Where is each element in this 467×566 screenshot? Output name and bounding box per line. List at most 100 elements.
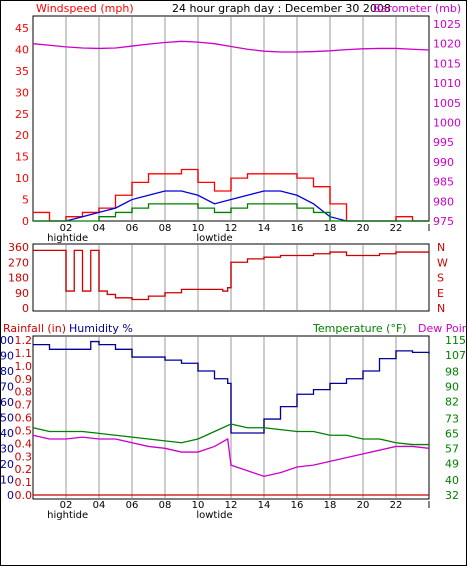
hour-tick-label: 20: [357, 500, 370, 511]
humidity-tick-label: 50: [1, 412, 14, 425]
rain-tick-label: 1.0: [15, 360, 33, 373]
temperature-tick-label: 40: [445, 474, 459, 487]
barometer-series: [32, 40, 430, 53]
barometer-tick-label: 1010: [433, 77, 461, 90]
rain-tick-label: 1.2: [15, 334, 33, 347]
tide-label: lowtide: [196, 233, 232, 244]
compass-tick-label: W: [437, 256, 448, 269]
temperature-tick-label: 115: [445, 334, 466, 347]
hour-tick-label: 16: [291, 223, 304, 234]
barometer-axis-title: Barometer (mb): [373, 2, 461, 15]
rain-tick-label: 1.1: [15, 347, 33, 360]
compass-tick-label: S: [437, 272, 444, 285]
hour-tick-label: 02: [60, 500, 73, 511]
compass-tick-label: N: [437, 302, 445, 315]
humidity-axis-title: Humidity %: [69, 322, 133, 335]
dewpoint-axis-title: Dew Point: [418, 322, 467, 335]
windspeed-tick-label: 15: [15, 151, 29, 164]
temperature-tick-label: 98: [445, 366, 459, 379]
rain-tick-label: 0.0: [15, 489, 33, 502]
rain-tick-label: 0.5: [15, 424, 33, 437]
barometer-tick-label: 1020: [433, 38, 461, 51]
windspeed-tick-label: 35: [15, 65, 29, 78]
speed-series: [33, 203, 429, 222]
rain-tick-label: 0.1: [15, 476, 33, 489]
humidity-series: [33, 340, 430, 434]
hour-tick-label: 08: [159, 500, 172, 511]
hour-tick-label: 18: [324, 223, 337, 234]
humidity-tick-label: 0: [7, 489, 14, 502]
windspeed-tick-label: 40: [15, 43, 29, 56]
hour-tick-label: 22: [390, 500, 403, 511]
humidity-tick-label: 80: [1, 365, 14, 378]
tide-label: hightide: [47, 233, 88, 244]
barometer-tick-label: 990: [433, 156, 454, 169]
rain-tick-label: 0.3: [15, 450, 33, 463]
barometer-tick-label: 1015: [433, 57, 461, 70]
tide-label: hightide: [47, 510, 88, 521]
series-lines: [32, 40, 430, 496]
temperature-tick-label: 65: [445, 427, 459, 440]
hour-tick-label: 12: [225, 223, 238, 234]
temperature-axis-title: Temperature (°F): [312, 322, 407, 335]
barometer-tick-label: 1000: [433, 117, 461, 130]
hour-tick-label: I: [428, 223, 431, 234]
windspeed-tick-label: 30: [15, 86, 29, 99]
rainfall-axis-title: Rainfall (in): [3, 322, 66, 335]
barometer-tick-label: 975: [433, 215, 454, 228]
rain-tick-label: 0.7: [15, 399, 33, 412]
rain-tick-label: 0.8: [15, 386, 33, 399]
chart-title: 24 hour graph day : December 30 2008: [172, 2, 391, 15]
hour-tick-label: 04: [93, 223, 106, 234]
direction-tick-label: 360: [8, 241, 29, 254]
windspeed-tick-label: 10: [15, 172, 29, 185]
hour-tick-label: 02: [60, 223, 73, 234]
hour-tick-label: 06: [126, 223, 139, 234]
rain-tick-label: 0.4: [15, 437, 33, 450]
direction-tick-label: 0: [22, 302, 29, 315]
hour-tick-label: 20: [357, 223, 370, 234]
rain-tick-label: 0.2: [15, 463, 33, 476]
direction-tick-label: 90: [15, 287, 29, 300]
tide-label: lowtide: [196, 510, 232, 521]
hour-tick-label: I: [428, 500, 431, 511]
temperature-tick-label: 90: [445, 381, 459, 394]
hour-tick-label: 12: [225, 500, 238, 511]
hour-tick-label: 22: [390, 223, 403, 234]
hour-tick-label: 10: [192, 223, 205, 234]
temperature-tick-label: 107: [445, 349, 466, 362]
humidity-tick-label: 10: [1, 474, 14, 487]
hour-tick-label: 06: [126, 500, 139, 511]
hour-tick-label: 16: [291, 500, 304, 511]
temperature-tick-label: 73: [445, 412, 459, 425]
rain-tick-label: 0.9: [15, 373, 33, 386]
windspeed-tick-label: 45: [15, 22, 29, 35]
windspeed-tick-label: 5: [22, 194, 29, 207]
axes: 02 04 06 08 10 12 14 16 18 20 22 I 02 04 06 08 10 12 14 16 1…: [1, 18, 466, 521]
hour-tick-label: 18: [324, 500, 337, 511]
compass-tick-label: E: [437, 287, 444, 300]
compass-tick-label: N: [437, 241, 445, 254]
direction-tick-label: 270: [8, 256, 29, 269]
windspeed-axis-title: Windspeed (mph): [36, 2, 134, 15]
barometer-tick-label: 1025: [433, 18, 461, 31]
hour-tick-label: 14: [258, 223, 271, 234]
temperature-tick-label: 57: [445, 442, 459, 455]
hour-tick-label: 14: [258, 500, 271, 511]
humidity-tick-label: 30: [1, 443, 14, 456]
humidity-tick-label: 60: [1, 396, 14, 409]
hour-tick-label: 04: [93, 500, 106, 511]
windspeed-tick-label: 25: [15, 108, 29, 121]
hour-tick-label: 10: [192, 500, 205, 511]
windspeed-tick-label: 20: [15, 129, 29, 142]
hour-tick-label: 08: [159, 223, 172, 234]
humidity-tick-label: 40: [1, 427, 14, 440]
humidity-tick-label: 70: [1, 381, 14, 394]
barometer-tick-label: 1005: [433, 97, 461, 110]
temperature-tick-label: 49: [445, 457, 459, 470]
temperature-series: [32, 423, 429, 446]
direction-series: [33, 249, 429, 301]
rain-tick-label: 0.6: [15, 412, 33, 425]
